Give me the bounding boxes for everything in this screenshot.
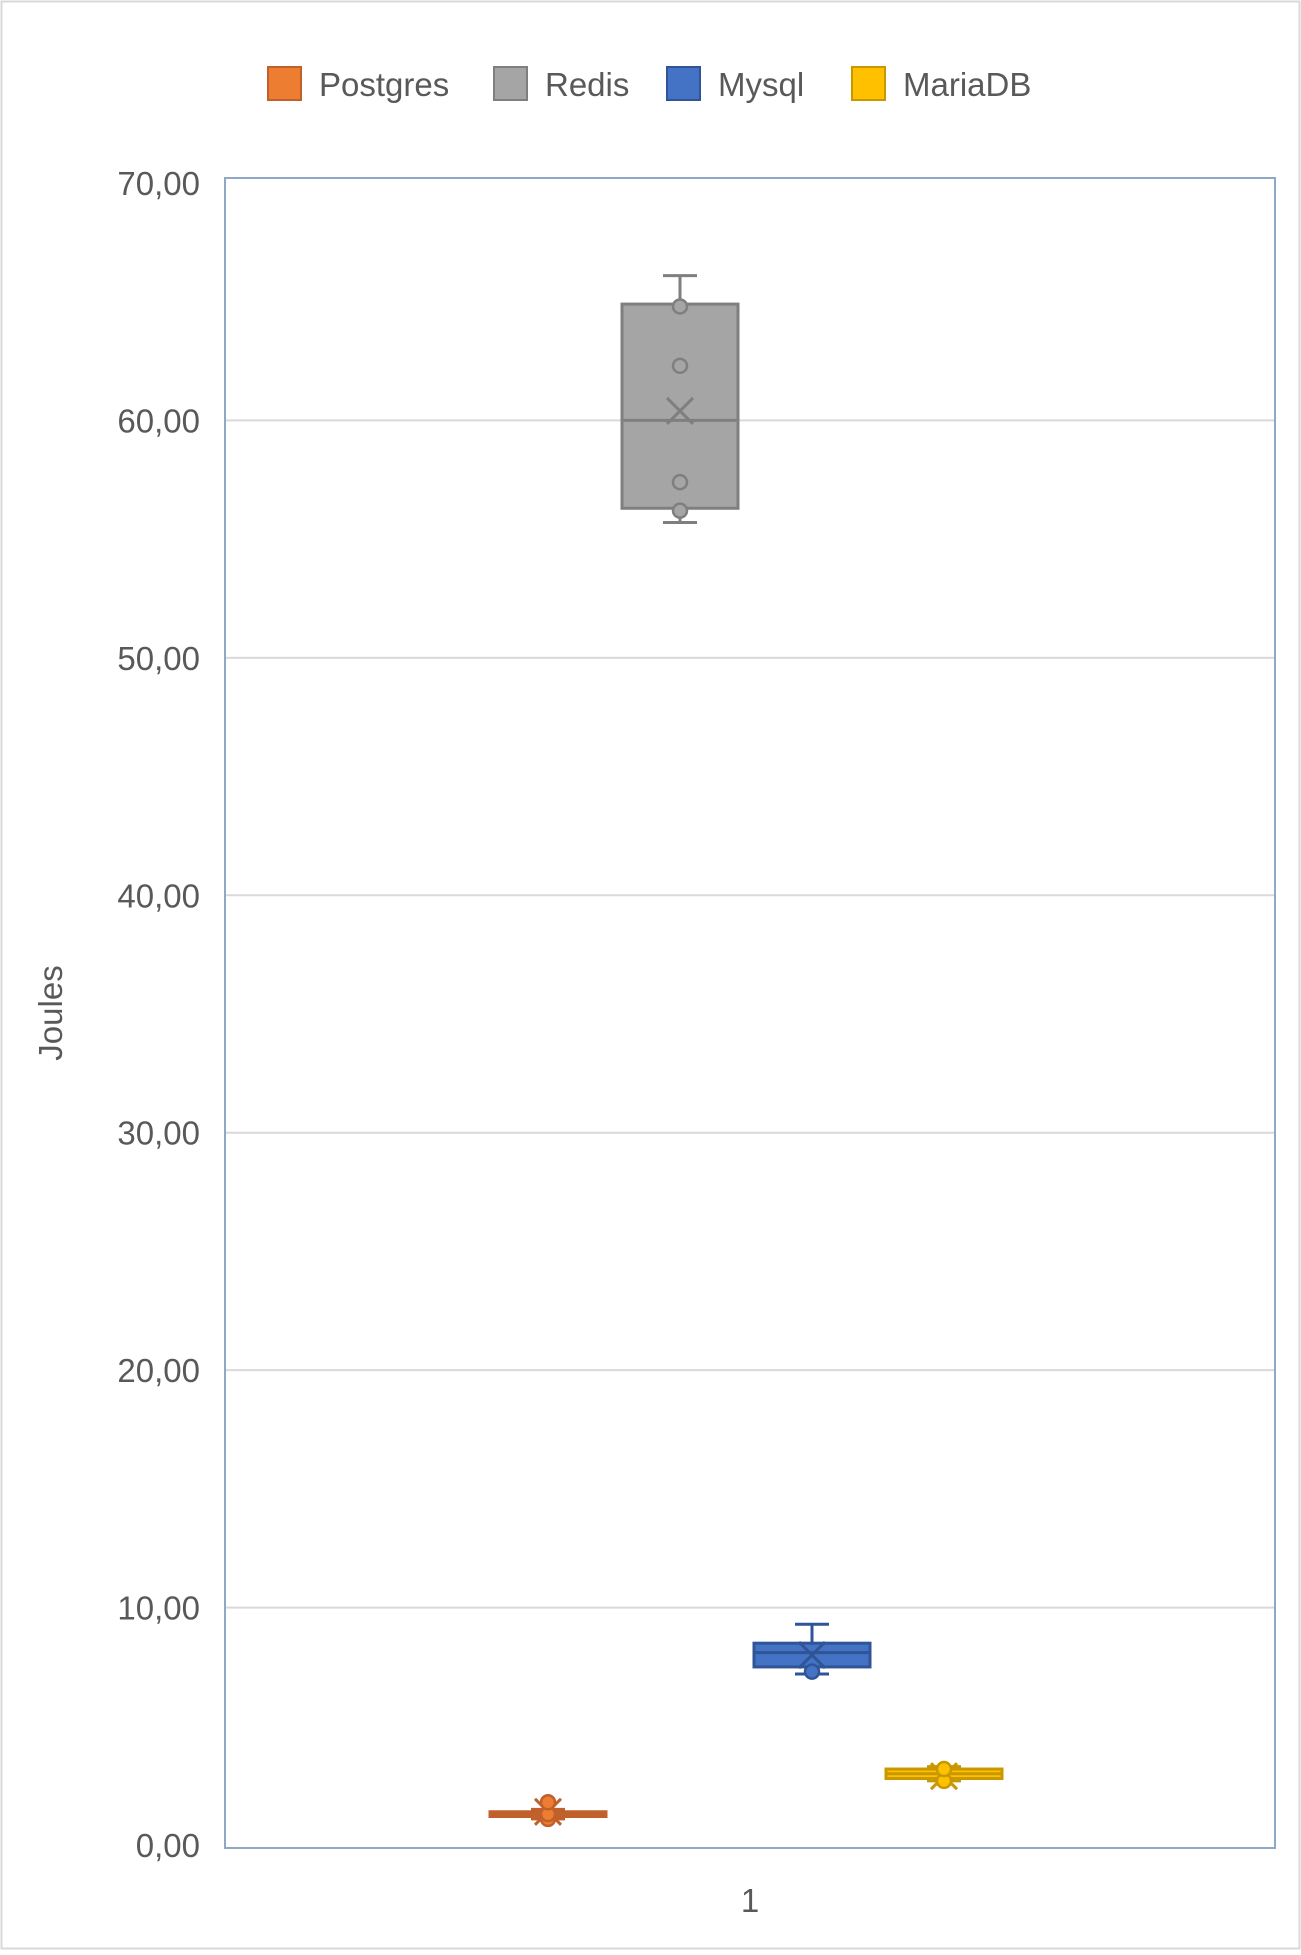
- box-mysql: [752, 1622, 872, 1680]
- y-tick-label: 0,00: [136, 1827, 200, 1864]
- y-axis-label: Joules: [32, 965, 69, 1060]
- legend-label-mysql: Mysql: [718, 66, 804, 103]
- legend: Postgres Redis Mysql MariaDB: [267, 66, 1031, 103]
- mean-marker: [665, 396, 695, 425]
- x-tick-label: 1: [741, 1882, 759, 1919]
- y-tick-label: 50,00: [117, 640, 200, 677]
- box-series: [488, 274, 1004, 1828]
- legend-label-redis: Redis: [545, 66, 629, 103]
- box-mariadb: [884, 1760, 1004, 1791]
- data-point: [671, 298, 689, 315]
- legend-label-mariadb: MariaDB: [903, 66, 1031, 103]
- data-point: [539, 1794, 557, 1811]
- data-point: [803, 1663, 821, 1680]
- legend-label-postgres: Postgres: [319, 66, 449, 103]
- y-axis-tick-labels: 0,00 10,00 20,00 30,00 40,00 50,00 60,00 70,00: [117, 165, 200, 1864]
- gridlines: [225, 419, 1275, 1609]
- y-tick-label: 10,00: [117, 1590, 200, 1627]
- plot-area: [224, 177, 1276, 1849]
- y-tick-label: 40,00: [117, 877, 200, 914]
- data-point: [935, 1760, 953, 1778]
- legend-swatch-mariadb: [851, 66, 886, 101]
- mean-marker: [797, 1640, 827, 1670]
- legend-swatch-postgres: [267, 66, 302, 101]
- x-axis-tick-labels: 1: [741, 1882, 759, 1919]
- box-redis: [620, 274, 740, 525]
- legend-swatch-redis: [493, 66, 528, 101]
- box-postgres: [488, 1794, 608, 1828]
- y-tick-label: 70,00: [117, 165, 200, 202]
- y-tick-label: 20,00: [117, 1352, 200, 1389]
- y-tick-label: 60,00: [117, 402, 200, 439]
- data-point: [671, 502, 689, 519]
- data-point: [671, 357, 689, 375]
- y-tick-label: 30,00: [117, 1115, 200, 1152]
- data-point: [671, 473, 689, 491]
- legend-swatch-mysql: [666, 66, 701, 101]
